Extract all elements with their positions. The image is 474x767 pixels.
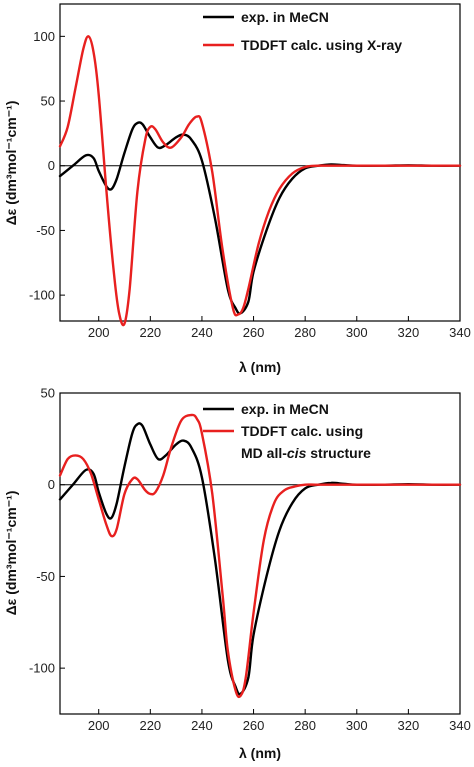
bottom-series-calc-line [58, 413, 462, 699]
top-y-tick-label: 100 [33, 29, 55, 44]
top-chart: 100 50 0 -50 -100 200 220 240 260 280 300 320 340 e… [3, 3, 471, 375]
top-plot-frame [59, 3, 461, 322]
bottom-legend-label-exp: exp. in MeCN [241, 401, 329, 417]
bottom-x-ticks: 200 220 240 260 280 300 320 340 [88, 709, 471, 733]
bottom-y-ticks: 50 0 -50 -100 [29, 386, 65, 676]
top-x-tick-label: 280 [294, 325, 316, 340]
bottom-legend-label-calc-line1: TDDFT calc. using [241, 423, 363, 439]
top-legend: exp. in MeCN TDDFT calc. using X-ray [203, 9, 402, 53]
bottom-x-tick-label: 340 [449, 718, 471, 733]
bottom-x-tick-label: 240 [191, 718, 213, 733]
top-series-group [58, 35, 462, 327]
legend-md-all-text: MD all- [241, 445, 287, 461]
bottom-x-axis-title: λ (nm) [239, 745, 281, 761]
bottom-y-tick-label: -100 [29, 661, 55, 676]
top-y-tick-label: 0 [48, 158, 55, 173]
bottom-x-tick-label: 280 [294, 718, 316, 733]
top-series-exp-line [58, 121, 462, 315]
top-x-tick-label: 300 [346, 325, 368, 340]
top-x-ticks: 200 220 240 260 280 300 320 340 [88, 316, 471, 340]
top-x-tick-label: 320 [398, 325, 420, 340]
bottom-x-tick-label: 320 [398, 718, 420, 733]
top-x-tick-label: 200 [88, 325, 110, 340]
top-x-tick-label: 340 [449, 325, 471, 340]
top-x-tick-label: 260 [243, 325, 265, 340]
bottom-y-axis-title: Δε (dm³mol⁻¹cm⁻¹) [3, 491, 19, 616]
bottom-y-tick-label: -50 [36, 569, 55, 584]
top-x-tick-label: 220 [139, 325, 161, 340]
top-legend-label-calc: TDDFT calc. using X-ray [241, 37, 402, 53]
bottom-legend: exp. in MeCN TDDFT calc. using MD all-ci… [203, 401, 371, 461]
top-y-tick-label: 50 [41, 94, 55, 109]
bottom-x-tick-label: 200 [88, 718, 110, 733]
bottom-x-tick-label: 220 [139, 718, 161, 733]
top-x-tick-label: 240 [191, 325, 213, 340]
bottom-y-tick-label: 50 [41, 386, 55, 401]
top-y-ticks: 100 50 0 -50 -100 [29, 29, 65, 303]
top-x-axis-title: λ (nm) [239, 359, 281, 375]
bottom-series-group [58, 413, 462, 699]
top-y-axis-title: Δε (dm³mol⁻¹cm⁻¹) [3, 101, 19, 226]
top-y-tick-label: -100 [29, 288, 55, 303]
bottom-series-exp-line [58, 422, 462, 696]
bottom-legend-label-calc-line2: MD all-cis structure [241, 445, 371, 461]
top-y-tick-label: -50 [36, 223, 55, 238]
bottom-x-tick-label: 300 [346, 718, 368, 733]
bottom-plot-frame [59, 392, 461, 715]
legend-cis-italic-text: cis [287, 445, 307, 461]
bottom-y-tick-label: 0 [48, 477, 55, 492]
top-series-calc-line [58, 35, 462, 327]
top-legend-label-exp: exp. in MeCN [241, 9, 329, 25]
bottom-x-tick-label: 260 [243, 718, 265, 733]
legend-structure-text: structure [306, 445, 371, 461]
bottom-chart: 50 0 -50 -100 200 220 240 260 280 300 320 340 exp.… [3, 386, 471, 762]
